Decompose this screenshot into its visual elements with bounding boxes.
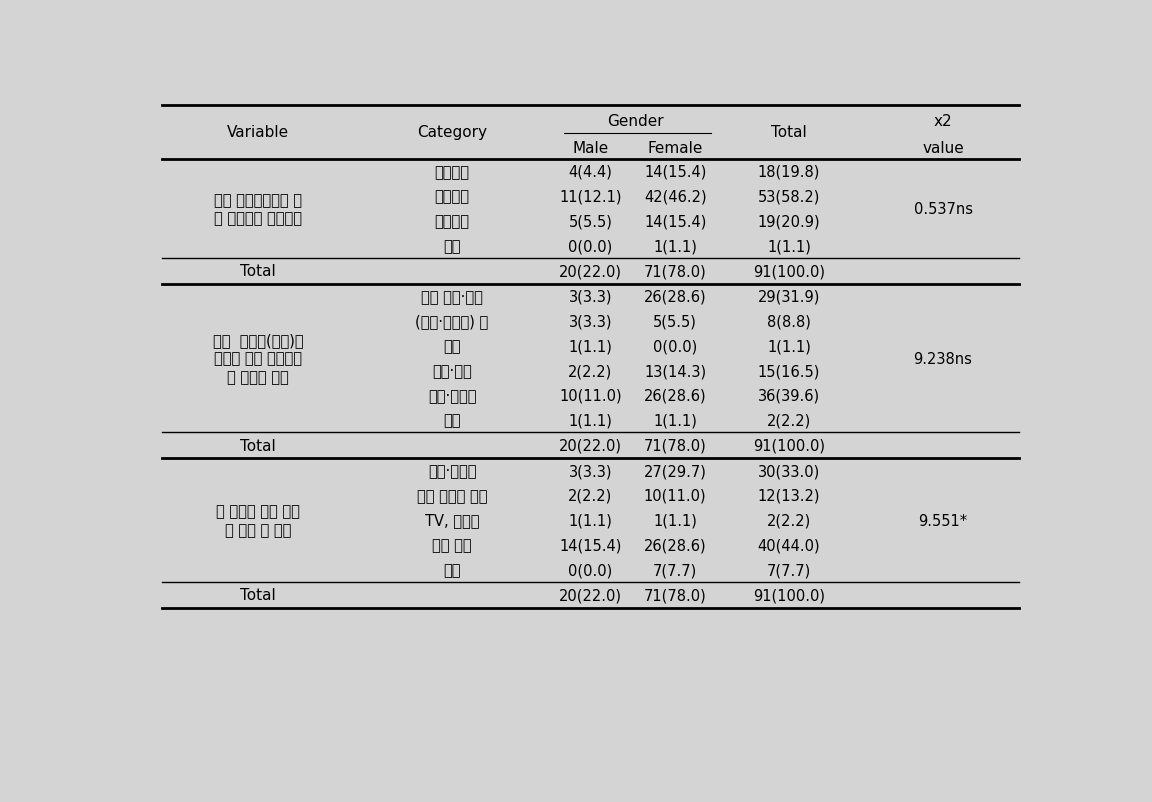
Text: Total: Total: [771, 125, 806, 140]
Text: 71(78.0): 71(78.0): [644, 438, 706, 453]
Text: 13(14.3): 13(14.3): [644, 363, 706, 379]
Text: 0.537ns: 0.537ns: [914, 202, 972, 217]
Text: 기타: 기타: [444, 562, 461, 577]
Text: 53(58.2): 53(58.2): [758, 189, 820, 205]
Text: 4(4.4): 4(4.4): [568, 164, 613, 180]
Text: Category: Category: [417, 125, 487, 140]
Text: 를 알게 된 경로: 를 알게 된 경로: [225, 522, 291, 537]
Text: 기타: 기타: [444, 413, 461, 428]
Text: 15(16.5): 15(16.5): [758, 363, 820, 379]
Text: 공예체험: 공예체험: [434, 214, 470, 229]
Text: 자녀 체험·교육: 자녀 체험·교육: [422, 290, 483, 305]
Text: 1(1.1): 1(1.1): [653, 413, 697, 428]
Text: Total: Total: [240, 588, 275, 602]
Text: 농촌 체험마을에서 가: 농촌 체험마을에서 가: [214, 192, 302, 208]
Text: 9.238ns: 9.238ns: [914, 351, 972, 367]
Text: 7(7.7): 7(7.7): [767, 562, 811, 577]
Text: 1(1.1): 1(1.1): [568, 513, 613, 528]
Text: TV, 라디오: TV, 라디오: [425, 513, 479, 528]
Text: (오디·뽕잎의) 맛: (오디·뽕잎의) 맛: [416, 314, 488, 329]
Text: 1(1.1): 1(1.1): [568, 413, 613, 428]
Text: 14(15.4): 14(15.4): [644, 164, 706, 180]
Text: 1(1.1): 1(1.1): [653, 513, 697, 528]
Text: 8(8.8): 8(8.8): [767, 314, 811, 329]
Text: 장 선호하는 프로그램: 장 선호하는 프로그램: [214, 211, 302, 226]
Text: 27(29.7): 27(29.7): [644, 464, 706, 479]
Text: 71(78.0): 71(78.0): [644, 264, 706, 279]
Text: 1(1.1): 1(1.1): [568, 339, 613, 354]
Text: 2(2.2): 2(2.2): [767, 513, 811, 528]
Text: 91(100.0): 91(100.0): [753, 588, 825, 602]
Text: 30(33.0): 30(33.0): [758, 464, 820, 479]
Text: 3(3.3): 3(3.3): [569, 464, 612, 479]
Text: 영양·효능: 영양·효능: [432, 363, 472, 379]
Text: 축제 방문: 축제 방문: [432, 537, 472, 553]
Text: 3(3.3): 3(3.3): [569, 314, 612, 329]
Text: Gender: Gender: [607, 115, 664, 129]
Text: 재미·호기심: 재미·호기심: [427, 388, 476, 403]
Text: 26(28.6): 26(28.6): [644, 290, 706, 305]
Text: 5(5.5): 5(5.5): [653, 314, 697, 329]
Text: Total: Total: [240, 438, 275, 453]
Text: Variable: Variable: [227, 125, 289, 140]
Text: 음식체험: 음식체험: [434, 189, 470, 205]
Text: 홍보·리플렛: 홍보·리플렛: [427, 464, 476, 479]
Text: 을 이용한 목적: 을 이용한 목적: [227, 370, 289, 385]
Text: 19(20.9): 19(20.9): [758, 214, 820, 229]
Text: 14(15.4): 14(15.4): [559, 537, 622, 553]
Text: 농사체험: 농사체험: [434, 164, 470, 180]
Text: 가격: 가격: [444, 339, 461, 354]
Text: 1(1.1): 1(1.1): [767, 339, 811, 354]
Text: 주위 사람의 추천: 주위 사람의 추천: [417, 488, 487, 504]
Text: 10(11.0): 10(11.0): [559, 388, 622, 403]
Text: 마을  특산품(오디)을: 마을 특산품(오디)을: [212, 333, 303, 347]
Text: 42(46.2): 42(46.2): [644, 189, 706, 205]
Text: value: value: [923, 140, 964, 156]
Text: 2(2.2): 2(2.2): [568, 488, 613, 504]
Text: 1(1.1): 1(1.1): [653, 239, 697, 253]
Text: 40(44.0): 40(44.0): [758, 537, 820, 553]
Text: 36(39.6): 36(39.6): [758, 388, 820, 403]
Text: 5(5.5): 5(5.5): [568, 214, 613, 229]
Text: 20(22.0): 20(22.0): [559, 588, 622, 602]
Text: Female: Female: [647, 140, 703, 156]
Text: 활용한 체험 프로그램: 활용한 체험 프로그램: [214, 351, 302, 367]
Text: 20(22.0): 20(22.0): [559, 438, 622, 453]
Text: 2(2.2): 2(2.2): [767, 413, 811, 428]
Text: 2(2.2): 2(2.2): [568, 363, 613, 379]
Text: 기타: 기타: [444, 239, 461, 253]
Text: 91(100.0): 91(100.0): [753, 438, 825, 453]
Text: 0(0.0): 0(0.0): [568, 239, 613, 253]
Text: 0(0.0): 0(0.0): [568, 562, 613, 577]
Text: 26(28.6): 26(28.6): [644, 537, 706, 553]
Text: 7(7.7): 7(7.7): [653, 562, 697, 577]
Text: 본 체험에 대한 정보: 본 체험에 대한 정보: [215, 504, 300, 519]
Text: 71(78.0): 71(78.0): [644, 588, 706, 602]
Text: 1(1.1): 1(1.1): [767, 239, 811, 253]
Text: 9.551*: 9.551*: [918, 513, 968, 528]
Text: 10(11.0): 10(11.0): [644, 488, 706, 504]
Text: 91(100.0): 91(100.0): [753, 264, 825, 279]
Text: 14(15.4): 14(15.4): [644, 214, 706, 229]
Text: 26(28.6): 26(28.6): [644, 388, 706, 403]
Text: 0(0.0): 0(0.0): [653, 339, 697, 354]
Text: 18(19.8): 18(19.8): [758, 164, 820, 180]
Text: 20(22.0): 20(22.0): [559, 264, 622, 279]
Text: 3(3.3): 3(3.3): [569, 290, 612, 305]
Text: 11(12.1): 11(12.1): [559, 189, 622, 205]
Text: 29(31.9): 29(31.9): [758, 290, 820, 305]
Text: x2: x2: [934, 115, 953, 129]
Text: Male: Male: [573, 140, 608, 156]
Text: 12(13.2): 12(13.2): [758, 488, 820, 504]
Text: Total: Total: [240, 264, 275, 279]
